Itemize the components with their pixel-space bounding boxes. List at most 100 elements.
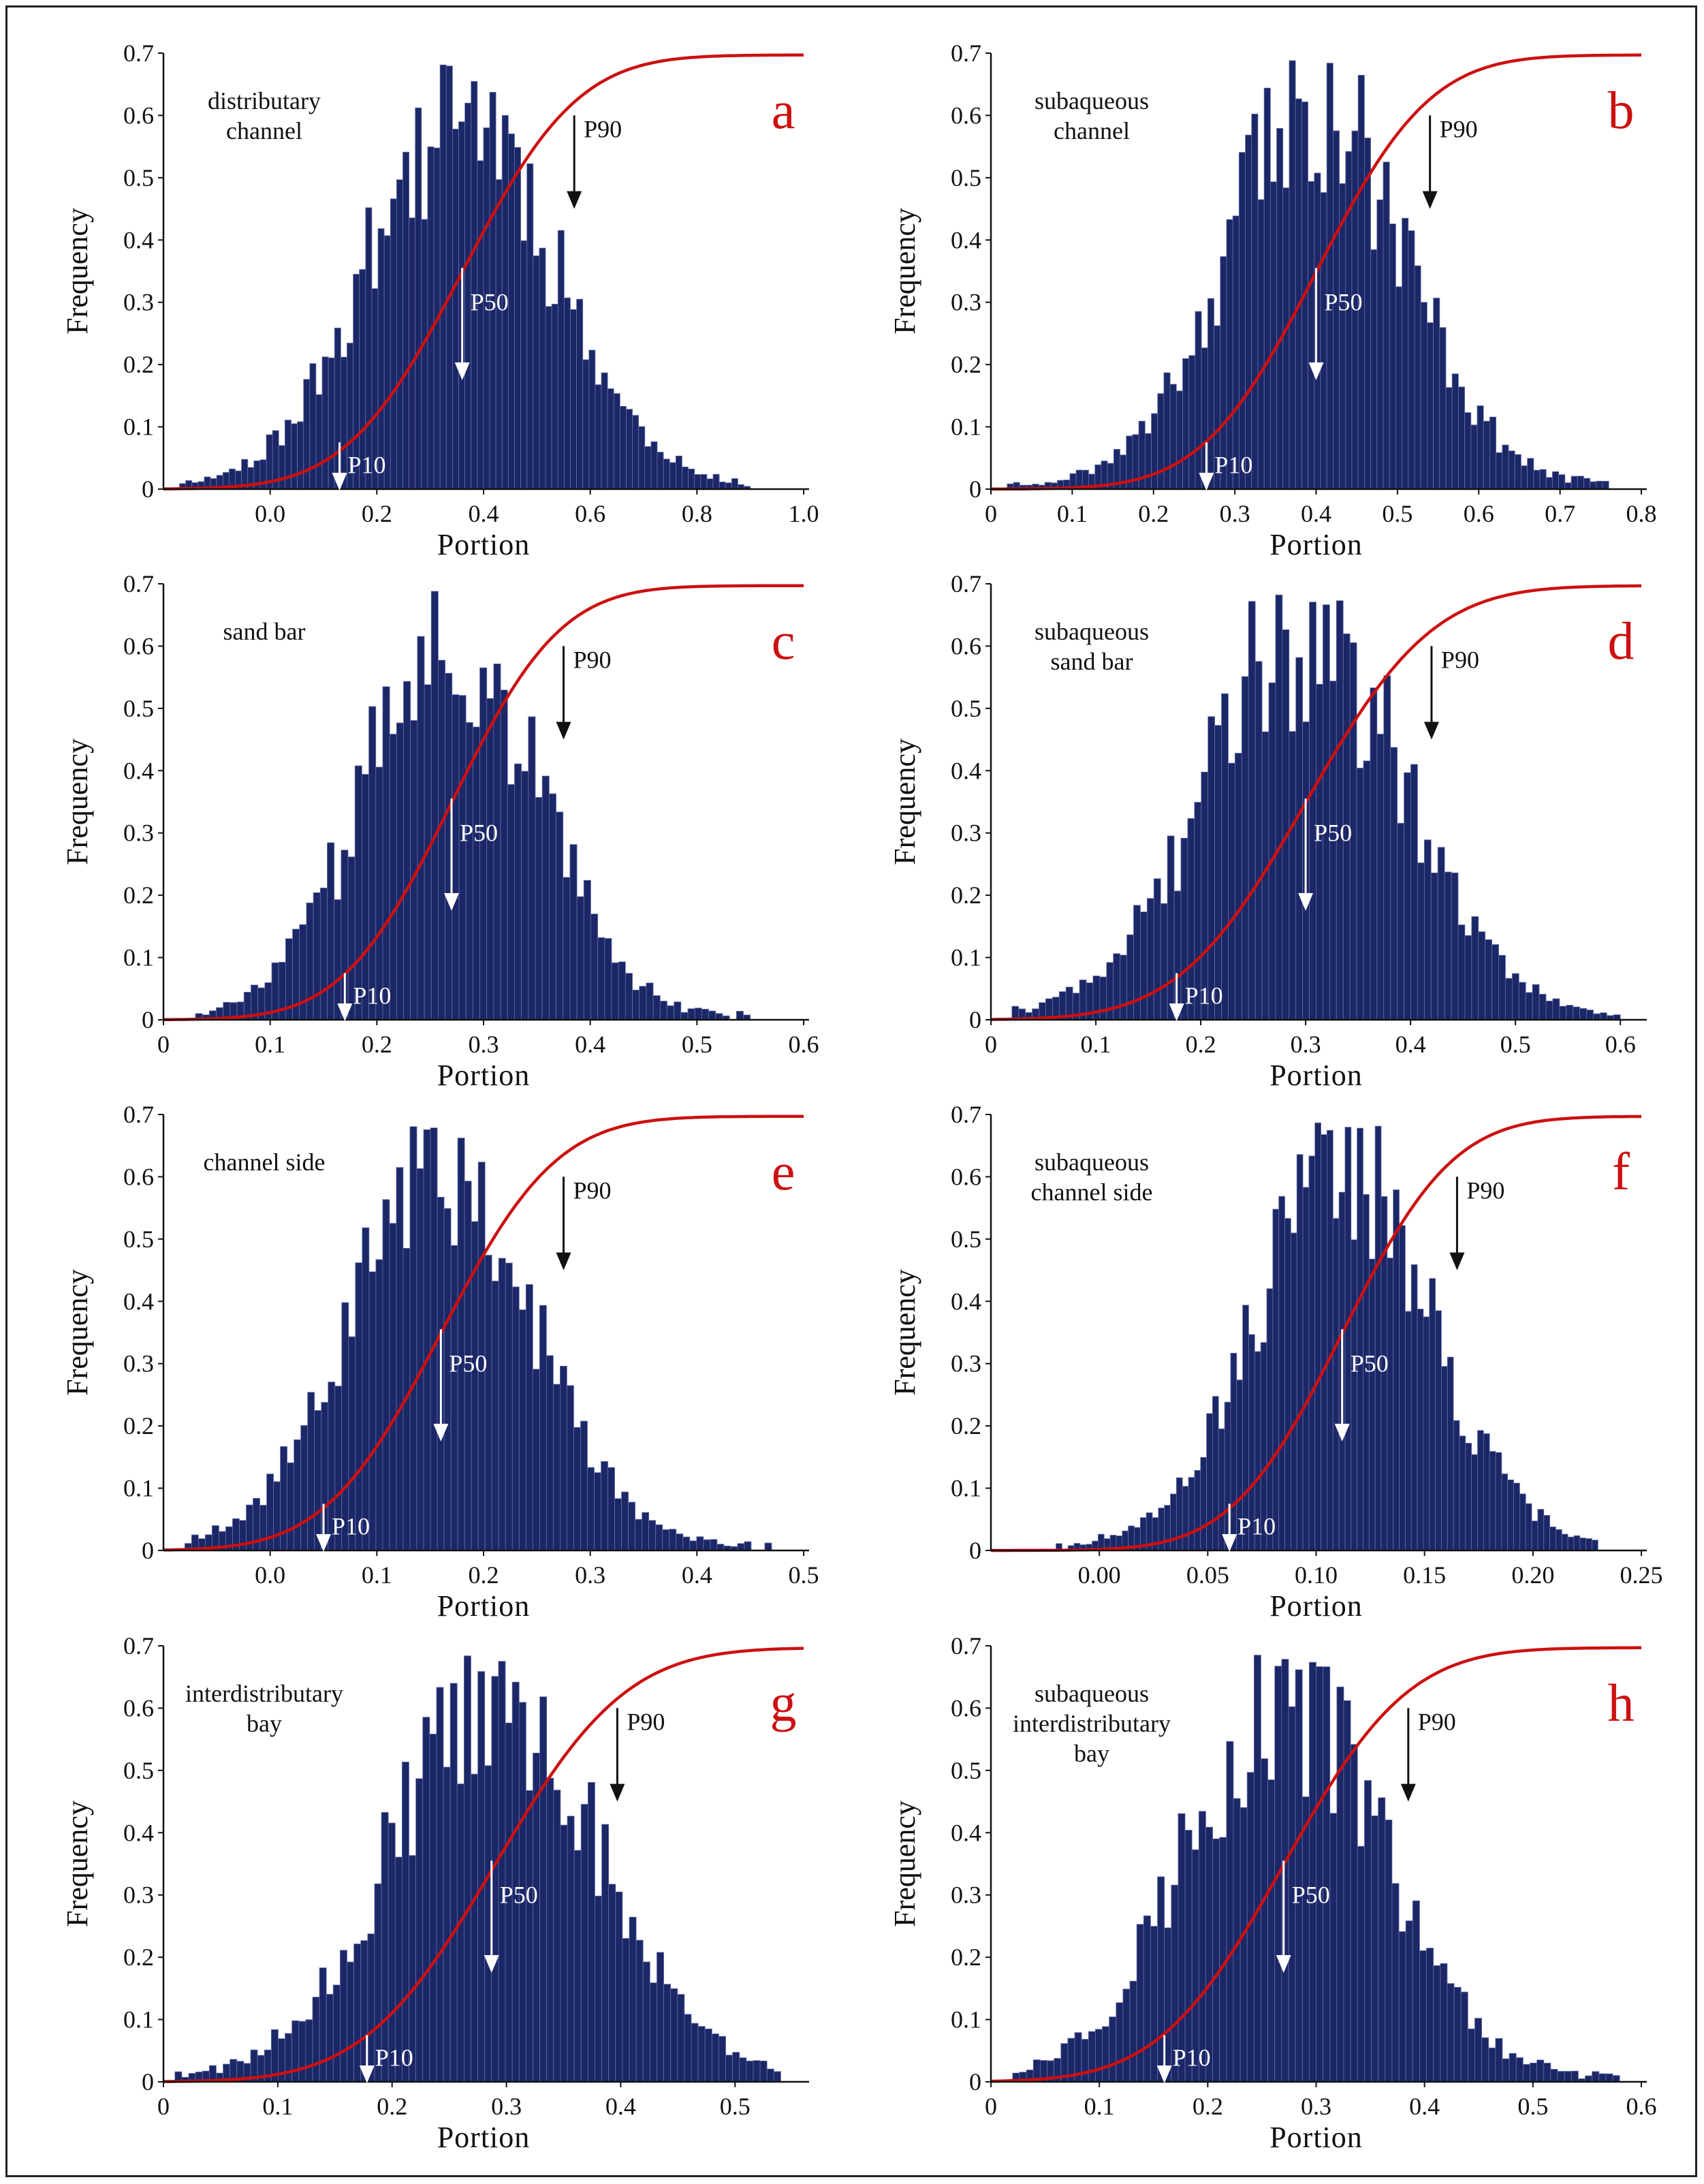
bar-f-35 — [1266, 1288, 1274, 1551]
histogram-bars-c — [195, 591, 751, 1020]
y-tick-label-g-2: 0.2 — [123, 1944, 154, 1971]
panel-d: 0 0.1 0.2 0.3 0.4 0.5 0.6 0.7 0 0.1 0.2 0.3 0.4 0.5 0.… — [888, 570, 1647, 1092]
y-tick-label-a-0: 0 — [142, 475, 154, 503]
x-tick-label-h-2: 0.2 — [1193, 2093, 1223, 2120]
bar-e-25 — [355, 1262, 363, 1551]
p50-arrow-h-head — [1276, 1955, 1291, 1973]
bar-d-58 — [1404, 772, 1411, 1020]
bar-d-75 — [1518, 982, 1526, 1020]
bar-e-58 — [580, 1420, 588, 1551]
p10-arrow-c — [337, 973, 353, 1021]
p90-arrow-c-head — [556, 721, 571, 740]
bar-g-66 — [629, 1916, 637, 2082]
bar-g-83 — [746, 2061, 754, 2082]
p90-arrow-h — [1400, 1708, 1416, 1802]
p10-arrow-d-head — [1169, 1003, 1184, 1021]
p50-label-f: P50 — [1351, 1350, 1389, 1377]
bar-b-89 — [1564, 482, 1572, 490]
bar-e-81 — [737, 1543, 745, 1551]
bar-f-23 — [1194, 1469, 1201, 1551]
bar-g-61 — [595, 1895, 602, 2082]
bar-g-87 — [773, 2071, 781, 2082]
bar-a-77 — [657, 452, 664, 490]
bar-c-70 — [680, 1012, 689, 1020]
bar-b-24 — [1157, 393, 1165, 490]
bar-h-66 — [1467, 2028, 1475, 2082]
bar-g-26 — [353, 1944, 362, 2082]
panel-letter-h: h — [1608, 1673, 1635, 1732]
bar-f-19 — [1170, 1493, 1177, 1551]
y-tick-label-a-4: 0.4 — [123, 226, 154, 253]
bar-h-37 — [1267, 1779, 1276, 2082]
p50-arrow-g-head — [484, 1955, 499, 1973]
bar-g-41 — [456, 1783, 464, 2082]
x-tick-label-f-0: 0.00 — [1078, 1561, 1121, 1589]
x-tick-label-f-3: 0.15 — [1403, 1561, 1446, 1589]
bar-d-39 — [1275, 594, 1283, 1020]
bar-e-72 — [676, 1533, 684, 1551]
p50-label-a: P50 — [471, 289, 509, 316]
bar-h-75 — [1530, 2062, 1538, 2082]
bar-d-61 — [1423, 839, 1432, 1020]
bar-e-11 — [259, 1505, 267, 1551]
bar-c-50 — [541, 775, 550, 1020]
p50-arrow-f — [1334, 1329, 1350, 1441]
bar-a-72 — [626, 409, 633, 490]
bar-d-56 — [1390, 747, 1398, 1020]
cdf-curve-e — [163, 1114, 804, 1552]
y-tick-label-b-1: 0.1 — [951, 414, 981, 441]
bar-d-55 — [1383, 675, 1391, 1020]
bar-f-36 — [1272, 1208, 1280, 1551]
bar-c-66 — [652, 995, 661, 1020]
bar-e-76 — [703, 1539, 711, 1551]
bar-h-81 — [1571, 2070, 1579, 2082]
y-tick-label-e-3: 0.3 — [123, 1350, 154, 1377]
bar-f-40 — [1296, 1154, 1304, 1551]
bar-f-18 — [1164, 1505, 1171, 1551]
bar-a-32 — [377, 228, 385, 490]
bar-e-67 — [642, 1512, 650, 1551]
bar-f-39 — [1290, 1232, 1297, 1551]
bar-h-79 — [1557, 2071, 1565, 2082]
bar-g-58 — [573, 1850, 582, 2082]
bar-a-47 — [471, 81, 478, 490]
p90-label-f: P90 — [1466, 1176, 1504, 1204]
bar-d-19 — [1140, 911, 1148, 1020]
y-tick-label-h-0: 0 — [969, 2068, 981, 2095]
y-tick-label-d-5: 0.5 — [951, 695, 981, 722]
bar-d-86 — [1593, 1013, 1600, 1020]
panel-letter-e: e — [772, 1142, 795, 1201]
bar-e-45 — [491, 1281, 499, 1551]
bar-e-38 — [443, 1208, 452, 1551]
bar-d-15 — [1113, 953, 1121, 1020]
x-tick-label-c-3: 0.3 — [469, 1031, 499, 1058]
cdf-curve-h — [990, 1646, 1641, 2083]
bar-a-79 — [669, 462, 676, 490]
bar-b-26 — [1169, 384, 1177, 490]
p50-arrow-g — [484, 1860, 499, 1973]
bar-b-22 — [1144, 433, 1152, 490]
y-tick-label-g-6: 0.6 — [123, 1694, 154, 1721]
bar-d-52 — [1363, 760, 1371, 1020]
bar-g-38 — [436, 1687, 444, 2082]
bar-e-60 — [594, 1472, 601, 1551]
bar-a-51 — [495, 179, 503, 490]
bar-a-38 — [415, 107, 422, 490]
panel-letter-g: g — [770, 1673, 797, 1732]
x-tick-label-d-4: 0.4 — [1395, 1031, 1426, 1058]
y-tick-label-a-7: 0.7 — [123, 40, 154, 67]
bar-e-50 — [525, 1284, 533, 1551]
bar-f-78 — [1525, 1503, 1532, 1551]
cdf-curve-f — [991, 1114, 1642, 1553]
x-tick-label-b-1: 0.1 — [1057, 500, 1088, 527]
bar-a-19 — [297, 421, 304, 490]
bar-f-74 — [1501, 1473, 1509, 1551]
bar-f-38 — [1284, 1218, 1291, 1551]
x-tick-label-g-1: 0.1 — [262, 2093, 293, 2120]
bar-b-92 — [1583, 478, 1591, 490]
bar-a-67 — [595, 384, 602, 490]
bar-c-38 — [458, 695, 467, 1020]
bar-d-84 — [1579, 1008, 1587, 1020]
bar-f-59 — [1410, 1264, 1418, 1551]
x-tick-label-b-3: 0.3 — [1220, 500, 1250, 527]
